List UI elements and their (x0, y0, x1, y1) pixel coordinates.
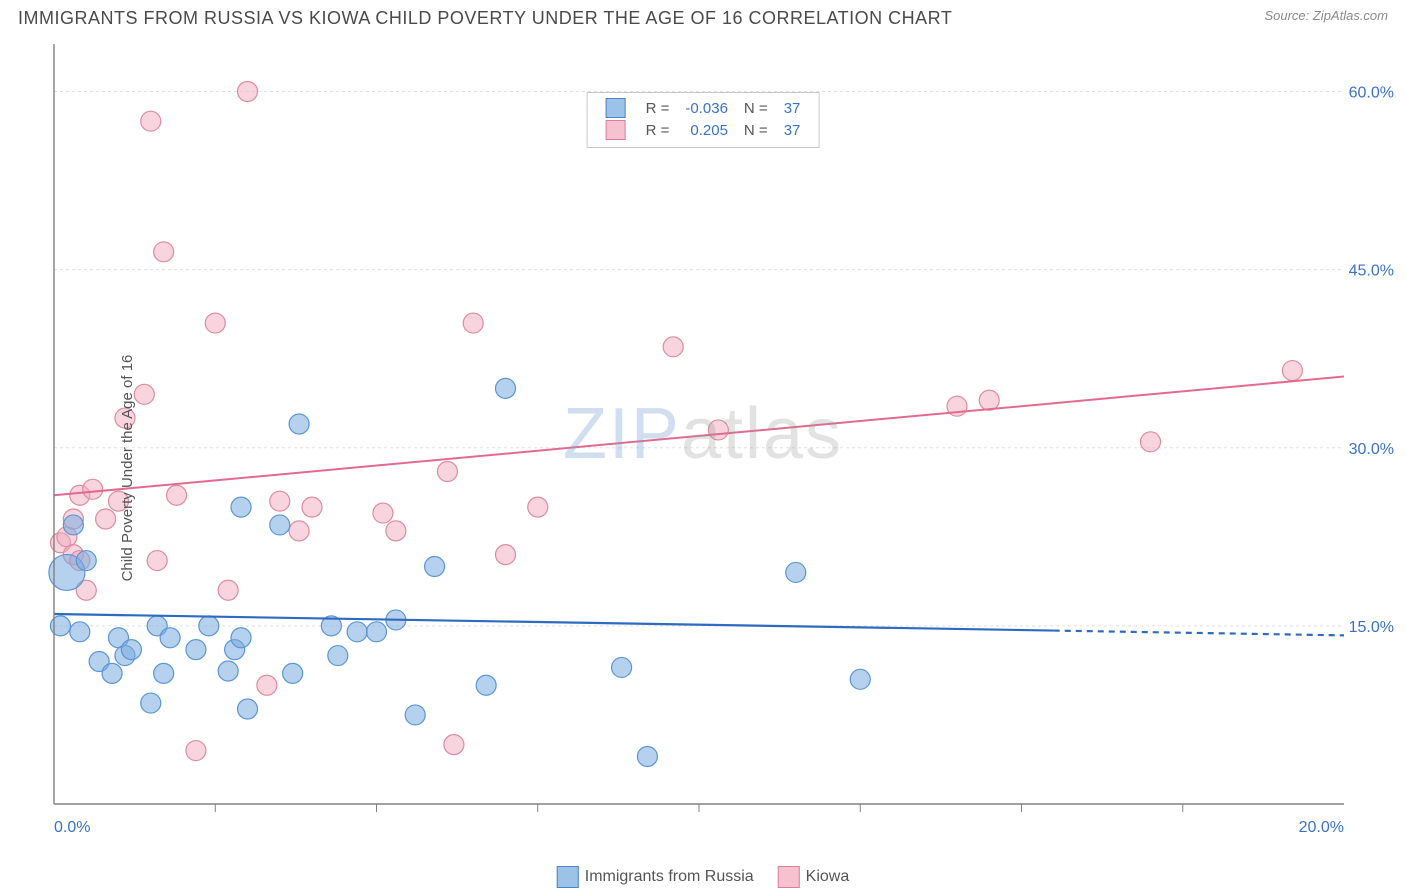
legend-n-label: N = (736, 119, 776, 141)
data-point (83, 479, 103, 499)
data-point (302, 497, 322, 517)
data-point (367, 622, 387, 642)
legend-item: Immigrants from Russia (557, 866, 754, 888)
data-point (496, 378, 516, 398)
scatter-chart: 0.0% 20.0% 15.0% 30.0% 45.0% 60.0% (0, 44, 1406, 864)
data-point (121, 640, 141, 660)
data-point (328, 646, 348, 666)
data-point (186, 741, 206, 761)
data-point (405, 705, 425, 725)
data-point (786, 562, 806, 582)
data-point (289, 414, 309, 434)
data-point (444, 735, 464, 755)
data-point (283, 663, 303, 683)
trend-line-dashed (1054, 631, 1344, 636)
data-point (186, 640, 206, 660)
data-point (160, 628, 180, 648)
data-point (979, 390, 999, 410)
legend-n-value: 37 (776, 97, 809, 119)
y-axis-title: Child Poverty Under the Age of 16 (119, 355, 136, 582)
data-point (347, 622, 367, 642)
data-point (154, 663, 174, 683)
data-point (218, 661, 238, 681)
data-point (141, 693, 161, 713)
series-legend: Immigrants from Russia Kiowa (557, 866, 850, 888)
data-point (154, 242, 174, 262)
legend-r-value: -0.036 (677, 97, 736, 119)
data-point (199, 616, 219, 636)
data-point (437, 462, 457, 482)
data-point (238, 699, 258, 719)
data-point (134, 384, 154, 404)
data-point (167, 485, 187, 505)
data-point (270, 515, 290, 535)
chart-header: IMMIGRANTS FROM RUSSIA VS KIOWA CHILD PO… (18, 8, 1388, 29)
data-point (386, 521, 406, 541)
data-point (96, 509, 116, 529)
chart-source: Source: ZipAtlas.com (1264, 8, 1388, 23)
data-point (463, 313, 483, 333)
data-point (289, 521, 309, 541)
data-point (496, 545, 516, 565)
x-tick-label: 0.0% (54, 819, 90, 836)
data-point (612, 657, 632, 677)
data-point (102, 663, 122, 683)
legend-swatch (557, 866, 579, 888)
legend-r-value: 0.205 (677, 119, 736, 141)
data-point (1282, 361, 1302, 381)
legend-n-label: N = (736, 97, 776, 119)
data-point (205, 313, 225, 333)
data-point (147, 551, 167, 571)
legend-swatch (606, 98, 626, 118)
data-point (231, 497, 251, 517)
data-point (476, 675, 496, 695)
data-point (141, 111, 161, 131)
data-point (70, 622, 90, 642)
data-point (425, 557, 445, 577)
legend-swatch (606, 120, 626, 140)
data-point (663, 337, 683, 357)
source-link[interactable]: ZipAtlas.com (1313, 8, 1388, 23)
data-point (231, 628, 251, 648)
data-point (270, 491, 290, 511)
legend-item: Kiowa (778, 866, 850, 888)
legend-r-label: R = (638, 97, 678, 119)
data-point (238, 82, 258, 102)
y-tick-label: 45.0% (1349, 263, 1394, 280)
data-point (528, 497, 548, 517)
data-point (218, 580, 238, 600)
data-point (850, 669, 870, 689)
legend-label: Immigrants from Russia (585, 868, 754, 885)
data-point (708, 420, 728, 440)
legend-r-label: R = (638, 119, 678, 141)
chart-area: Child Poverty Under the Age of 16 ZIPatl… (0, 44, 1406, 892)
data-point (76, 551, 96, 571)
y-tick-label: 30.0% (1349, 441, 1394, 458)
legend-swatch (778, 866, 800, 888)
data-point (63, 515, 83, 535)
y-tick-label: 60.0% (1349, 85, 1394, 102)
chart-title: IMMIGRANTS FROM RUSSIA VS KIOWA CHILD PO… (18, 8, 952, 29)
data-point (637, 747, 657, 767)
correlation-legend: R =-0.036N =37 R =0.205N =37 (587, 92, 820, 148)
legend-label: Kiowa (806, 868, 850, 885)
y-tick-label: 15.0% (1349, 619, 1394, 636)
x-tick-label: 20.0% (1299, 819, 1344, 836)
data-point (373, 503, 393, 523)
data-point (1141, 432, 1161, 452)
data-point (257, 675, 277, 695)
legend-n-value: 37 (776, 119, 809, 141)
